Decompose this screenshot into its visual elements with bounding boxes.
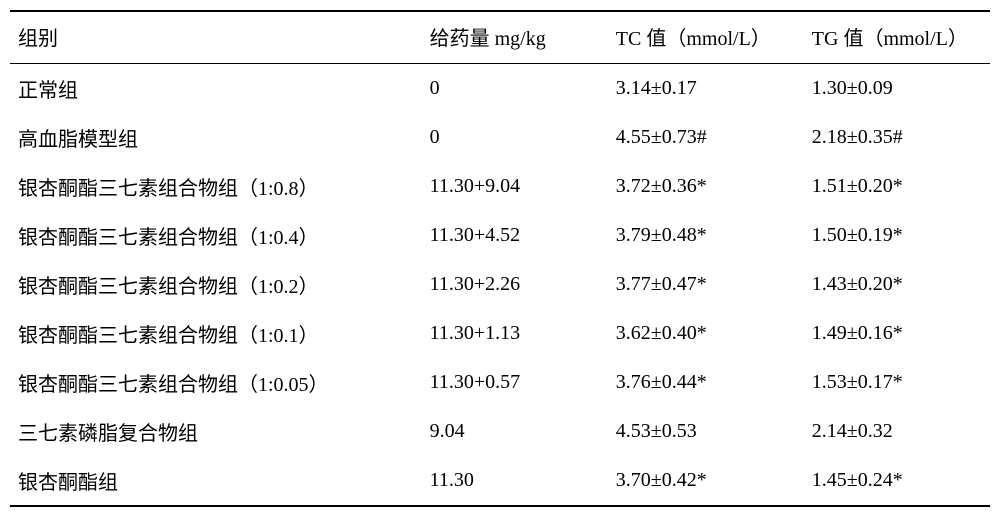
cell-tg: 1.51±0.20*: [804, 162, 990, 211]
cell-dose: 11.30+1.13: [422, 309, 608, 358]
cell-tg: 1.43±0.20*: [804, 260, 990, 309]
table-row: 高血脂模型组 0 4.55±0.73# 2.18±0.35#: [10, 113, 990, 162]
table-row: 银杏酮酯三七素组合物组（1:0.05） 11.30+0.57 3.76±0.44…: [10, 358, 990, 407]
cell-dose: 11.30+2.26: [422, 260, 608, 309]
table-header-row: 组别 给药量 mg/kg TC 值（mmol/L） TG 值（mmol/L）: [10, 11, 990, 64]
cell-tc: 4.55±0.73#: [608, 113, 804, 162]
cell-tc: 4.53±0.53: [608, 407, 804, 456]
cell-tg: 2.14±0.32: [804, 407, 990, 456]
cell-group: 正常组: [10, 64, 422, 114]
column-header-tg: TG 值（mmol/L）: [804, 11, 990, 64]
table-row: 银杏酮酯三七素组合物组（1:0.8） 11.30+9.04 3.72±0.36*…: [10, 162, 990, 211]
cell-group: 银杏酮酯三七素组合物组（1:0.1）: [10, 309, 422, 358]
table-row: 银杏酮酯组 11.30 3.70±0.42* 1.45±0.24*: [10, 456, 990, 506]
table-row: 正常组 0 3.14±0.17 1.30±0.09: [10, 64, 990, 114]
table-row: 银杏酮酯三七素组合物组（1:0.1） 11.30+1.13 3.62±0.40*…: [10, 309, 990, 358]
cell-tg: 1.49±0.16*: [804, 309, 990, 358]
data-table: 组别 给药量 mg/kg TC 值（mmol/L） TG 值（mmol/L） 正…: [10, 10, 990, 507]
table-row: 银杏酮酯三七素组合物组（1:0.2） 11.30+2.26 3.77±0.47*…: [10, 260, 990, 309]
cell-group: 三七素磷脂复合物组: [10, 407, 422, 456]
column-header-dose: 给药量 mg/kg: [422, 11, 608, 64]
cell-dose: 0: [422, 113, 608, 162]
cell-dose: 0: [422, 64, 608, 114]
cell-dose: 9.04: [422, 407, 608, 456]
cell-tg: 2.18±0.35#: [804, 113, 990, 162]
column-header-tc: TC 值（mmol/L）: [608, 11, 804, 64]
cell-tc: 3.14±0.17: [608, 64, 804, 114]
cell-tg: 1.30±0.09: [804, 64, 990, 114]
cell-group: 银杏酮酯三七素组合物组（1:0.8）: [10, 162, 422, 211]
cell-group: 银杏酮酯三七素组合物组（1:0.05）: [10, 358, 422, 407]
cell-dose: 11.30+0.57: [422, 358, 608, 407]
cell-group: 银杏酮酯三七素组合物组（1:0.4）: [10, 211, 422, 260]
cell-tg: 1.45±0.24*: [804, 456, 990, 506]
cell-group: 高血脂模型组: [10, 113, 422, 162]
cell-tc: 3.79±0.48*: [608, 211, 804, 260]
cell-dose: 11.30+4.52: [422, 211, 608, 260]
cell-group: 银杏酮酯组: [10, 456, 422, 506]
cell-tc: 3.62±0.40*: [608, 309, 804, 358]
cell-tc: 3.76±0.44*: [608, 358, 804, 407]
cell-tc: 3.72±0.36*: [608, 162, 804, 211]
cell-tc: 3.77±0.47*: [608, 260, 804, 309]
cell-tc: 3.70±0.42*: [608, 456, 804, 506]
cell-dose: 11.30+9.04: [422, 162, 608, 211]
column-header-group: 组别: [10, 11, 422, 64]
table-row: 三七素磷脂复合物组 9.04 4.53±0.53 2.14±0.32: [10, 407, 990, 456]
cell-group: 银杏酮酯三七素组合物组（1:0.2）: [10, 260, 422, 309]
cell-dose: 11.30: [422, 456, 608, 506]
cell-tg: 1.50±0.19*: [804, 211, 990, 260]
table-row: 银杏酮酯三七素组合物组（1:0.4） 11.30+4.52 3.79±0.48*…: [10, 211, 990, 260]
cell-tg: 1.53±0.17*: [804, 358, 990, 407]
